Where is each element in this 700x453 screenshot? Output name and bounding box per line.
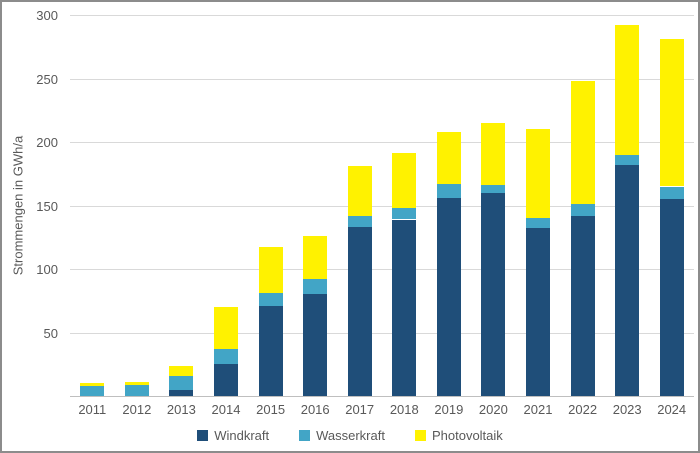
bar-segment-photovoltaik-2011 xyxy=(80,383,105,386)
x-tick-label-2023: 2023 xyxy=(612,402,642,417)
bar-segment-windkraft-2021 xyxy=(526,228,550,396)
bar-segment-windkraft-2015 xyxy=(258,305,283,396)
gridline xyxy=(70,142,694,143)
bar-segment-wasserkraft-2013 xyxy=(169,375,194,390)
x-tick-label-2015: 2015 xyxy=(256,402,286,417)
bar-segment-wasserkraft-2019 xyxy=(436,183,461,198)
legend-swatch-windkraft xyxy=(197,430,209,441)
bar-segment-photovoltaik-2019 xyxy=(436,131,461,184)
bar-segment-wasserkraft-2024 xyxy=(659,186,684,200)
bar-segment-photovoltaik-2023 xyxy=(615,25,640,155)
legend-swatch-wasserkraft xyxy=(299,430,311,441)
gridline xyxy=(70,15,694,16)
bar-segment-windkraft-2024 xyxy=(659,199,684,396)
bar-segment-wasserkraft-2012 xyxy=(124,384,149,396)
bar-segment-photovoltaik-2024 xyxy=(659,39,684,187)
bar-segment-windkraft-2018 xyxy=(392,219,417,396)
bar-segment-windkraft-2019 xyxy=(436,197,461,396)
x-axis-line xyxy=(70,396,694,397)
bar-segment-windkraft-2016 xyxy=(303,294,328,396)
x-tick-label-2013: 2013 xyxy=(166,402,196,417)
x-tick-label-2012: 2012 xyxy=(122,402,152,417)
x-tick-label-2014: 2014 xyxy=(211,402,241,417)
bar-segment-wasserkraft-2021 xyxy=(526,218,550,229)
gridline xyxy=(70,269,694,270)
bar-segment-wasserkraft-2014 xyxy=(214,349,238,365)
bar-segment-wasserkraft-2018 xyxy=(392,208,417,220)
bar-segment-photovoltaik-2014 xyxy=(214,307,238,349)
bar-segment-photovoltaik-2022 xyxy=(570,81,595,205)
bar-segment-wasserkraft-2023 xyxy=(615,154,640,165)
legend-label: Photovoltaik xyxy=(431,428,503,443)
legend-item-photovoltaik: Photovoltaik xyxy=(414,428,503,443)
x-tick-label-2018: 2018 xyxy=(389,402,419,417)
bar-segment-photovoltaik-2015 xyxy=(258,247,283,294)
legend-label: Wasserkraft xyxy=(316,428,385,443)
y-tick-label: 150 xyxy=(36,198,58,214)
bar-segment-photovoltaik-2016 xyxy=(303,236,328,280)
legend-item-wasserkraft: Wasserkraft xyxy=(299,428,385,443)
bar-segment-photovoltaik-2012 xyxy=(124,382,149,385)
bar-segment-wasserkraft-2022 xyxy=(570,204,595,216)
y-tick-label: 200 xyxy=(36,135,58,150)
legend-label: Windkraft xyxy=(214,428,270,443)
x-tick-label-2021: 2021 xyxy=(523,402,553,417)
bar-segment-windkraft-2022 xyxy=(570,215,595,396)
bar-segment-wasserkraft-2020 xyxy=(481,185,506,193)
bar-segment-windkraft-2013 xyxy=(169,389,194,396)
bar-segment-windkraft-2017 xyxy=(347,227,372,396)
x-tick-label-2011: 2011 xyxy=(78,402,107,417)
bar-segment-windkraft-2014 xyxy=(214,364,238,397)
bar-segment-photovoltaik-2018 xyxy=(392,153,417,208)
gridline xyxy=(70,332,694,334)
bar-segment-wasserkraft-2015 xyxy=(258,293,283,306)
x-tick-label-2017: 2017 xyxy=(345,402,375,417)
y-tick-label: 250 xyxy=(36,71,58,87)
bar-segment-windkraft-2020 xyxy=(481,192,506,396)
bar-segment-photovoltaik-2017 xyxy=(347,166,372,216)
x-tick-label-2020: 2020 xyxy=(478,402,508,417)
y-tick-label: 50 xyxy=(43,325,58,341)
x-tick-label-2022: 2022 xyxy=(568,402,598,417)
y-tick-label: 100 xyxy=(36,262,58,277)
bar-segment-wasserkraft-2011 xyxy=(80,385,105,396)
bar-segment-photovoltaik-2020 xyxy=(481,123,506,186)
legend: Windkraft Wasserkraft Photovoltaik xyxy=(2,428,698,443)
x-tick-label-2019: 2019 xyxy=(434,402,464,417)
bar-segment-photovoltaik-2013 xyxy=(169,365,194,376)
bar-segment-photovoltaik-2021 xyxy=(526,129,550,219)
y-tick-label: 300 xyxy=(36,8,58,23)
legend-item-windkraft: Windkraft xyxy=(197,428,269,443)
gridline xyxy=(70,78,694,80)
legend-swatch-photovoltaik xyxy=(414,430,426,441)
x-tick-label-2024: 2024 xyxy=(657,402,687,417)
bar-segment-windkraft-2023 xyxy=(615,164,640,396)
bar-segment-wasserkraft-2017 xyxy=(347,215,372,228)
bar-segment-wasserkraft-2016 xyxy=(303,279,328,295)
x-tick-label-2016: 2016 xyxy=(300,402,330,417)
gridline xyxy=(70,205,694,207)
